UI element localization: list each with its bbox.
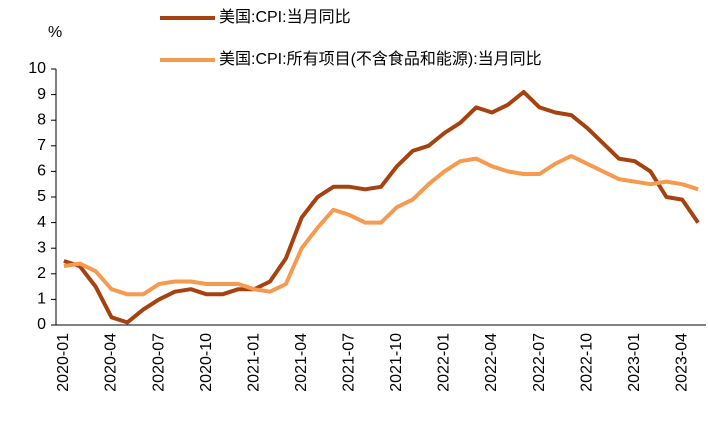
x-tick-label: 2020-04 (103, 333, 120, 392)
x-tick-label: 2021-10 (388, 333, 405, 392)
x-tick-label: 2020-07 (150, 333, 167, 392)
x-tick-label: 2021-01 (245, 333, 262, 392)
series-line (63, 90, 700, 325)
y-tick-label: 2 (37, 265, 46, 282)
x-tick-label: 2022-10 (578, 333, 595, 392)
y-tick-label: 9 (37, 86, 46, 103)
y-tick-label: 0 (37, 316, 46, 333)
y-tick-label: 5 (37, 188, 46, 205)
y-tick-label: 1 (37, 291, 46, 308)
y-tick-label: 6 (37, 163, 46, 180)
legend-label: 美国:CPI:当月同比 (219, 8, 351, 26)
x-tick-label: 2023-01 (626, 333, 643, 392)
x-tick-label: 2021-04 (293, 333, 310, 392)
y-tick-label: 3 (37, 239, 46, 256)
x-tick-label: 2021-07 (341, 333, 358, 392)
y-tick-label: 4 (37, 214, 46, 231)
y-tick-label: 10 (28, 60, 46, 77)
y-axis-label: % (48, 24, 62, 41)
x-tick-label: 2022-04 (483, 333, 500, 392)
x-tick-label: 2023-04 (673, 333, 690, 392)
y-tick-label: 7 (37, 137, 46, 154)
series-line (63, 154, 699, 297)
legend-label: 美国:CPI:所有项目(不含食品和能源):当月同比 (219, 50, 542, 68)
x-tick-label: 2022-07 (531, 333, 548, 392)
x-tick-label: 2020-01 (55, 333, 72, 392)
x-tick-label: 2022-01 (436, 333, 453, 392)
x-tick-label: 2020-10 (198, 333, 215, 392)
y-tick-label: 8 (37, 111, 46, 128)
